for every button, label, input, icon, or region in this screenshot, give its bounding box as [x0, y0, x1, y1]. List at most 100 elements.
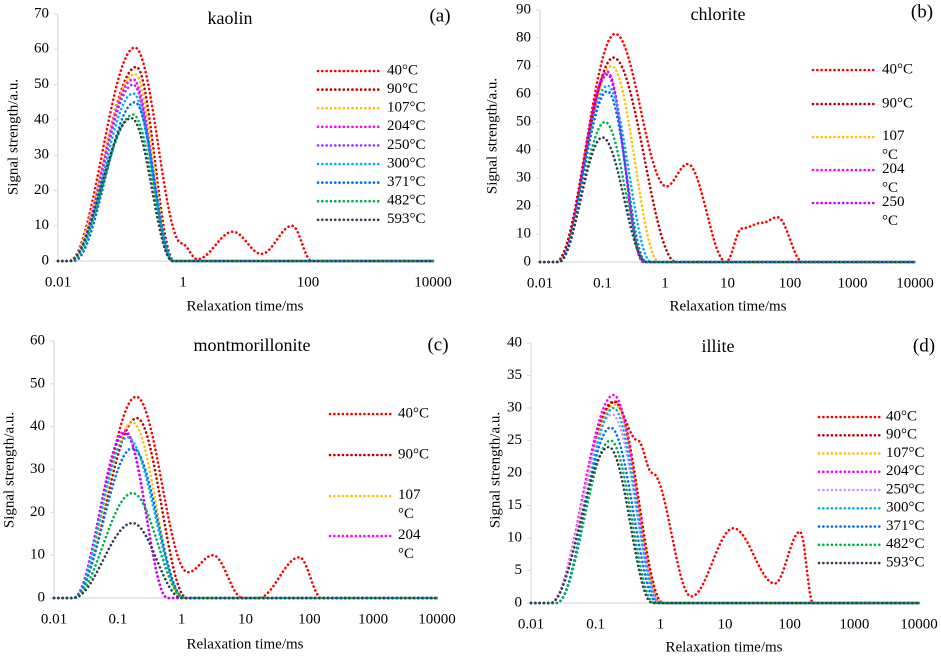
legend-label: 250°C [882, 194, 905, 229]
legend-label: 107°C [886, 445, 925, 461]
legend-label: 300°C [886, 500, 925, 516]
y-axis-title: Signal strength/a.u. [487, 412, 503, 528]
series-line-371c [538, 89, 917, 264]
series-line-204c [56, 77, 435, 263]
y-tick-label: 70 [516, 57, 531, 73]
y-axis-title: Signal strength/a.u. [484, 78, 500, 194]
series-line-371c [56, 100, 435, 263]
x-tick-label: 1000 [358, 611, 388, 627]
legend-label: 204°C [387, 118, 426, 134]
x-tick-label: 100 [298, 611, 321, 627]
x-tick-label: 0.1 [593, 275, 612, 291]
y-axis-title: Signal strength/a.u. [1, 412, 17, 528]
panel-illite: 0 5 10 15 20 25 30 35 40 0.01 0.1 1 10 100 1000 10000 il… [487, 334, 937, 655]
y-tick-label: 80 [516, 29, 531, 45]
y-tick-label: 50 [34, 76, 49, 92]
legend-label: 250°C [387, 137, 426, 153]
y-tick-label: 30 [516, 169, 531, 185]
legend-label: 204°C [882, 161, 905, 196]
y-tick-label: 40 [516, 141, 531, 157]
chart-title: chlorite [691, 4, 746, 24]
series-line-40c [529, 400, 921, 605]
legend-label: 90°C [387, 81, 418, 97]
legend-label: 250°C [886, 481, 925, 497]
y-tick-label: 10 [30, 547, 45, 563]
legend-label: 90°C [398, 446, 429, 462]
panel-label: (c) [427, 334, 448, 355]
legend: 40°C 90°C 107°C 204°C 250°C 300°C 371°C 482°C 59… [817, 408, 925, 570]
series-line-90c [529, 400, 921, 605]
y-tick-label: 40 [30, 418, 45, 434]
panel-label: (d) [913, 335, 935, 356]
y-tick-label: 5 [515, 562, 523, 578]
legend: 40°C 90°C 107 °C 204 °C [328, 405, 429, 562]
y-tick-label: 30 [507, 399, 522, 415]
x-tick-label: 100 [778, 616, 801, 632]
x-tick-label: 10 [718, 616, 733, 632]
y-axis-title: Signal strength/a.u. [5, 79, 21, 195]
series-line-250c [538, 73, 917, 264]
y-tick-label: 90 [516, 1, 531, 17]
legend-label: 107°C [882, 128, 905, 163]
y-tick-label: 35 [507, 367, 522, 383]
legend-label: 204°C [886, 463, 925, 479]
x-tick-label: 1 [657, 616, 665, 632]
y-tick-label: 20 [516, 197, 531, 213]
panel-label: (a) [429, 5, 450, 26]
chart-title: illite [702, 336, 735, 356]
legend-label: 593°C [886, 554, 925, 570]
y-tick-label: 30 [30, 461, 45, 477]
series-line-90c [52, 416, 439, 600]
series-line-250c [529, 413, 921, 605]
series-line-300c [52, 436, 439, 600]
legend-label: 90°C [886, 427, 917, 443]
series-line-40c [56, 46, 435, 263]
legend-label: 482°C [886, 536, 925, 552]
y-tick-label: 70 [34, 5, 49, 21]
legend-label: 107°C [387, 100, 426, 116]
x-tick-label: 0.01 [527, 275, 553, 291]
y-tick-label: 10 [507, 529, 522, 545]
chart-title: kaolin [208, 8, 253, 28]
x-axis-title: Relaxation time/ms [186, 298, 303, 314]
legend-label: 204°C [398, 527, 421, 562]
x-tick-label: 10000 [896, 275, 934, 291]
y-tick-label: 60 [516, 85, 531, 101]
y-tick-label: 20 [30, 504, 45, 520]
y-tick-label: 20 [507, 464, 522, 480]
series-line-593c [56, 116, 435, 263]
y-tick-label: 50 [516, 113, 531, 129]
x-tick-label: 100 [297, 274, 320, 290]
y-tick-label: 0 [38, 589, 46, 605]
legend-label: 300°C [387, 155, 426, 171]
x-axis-title: Relaxation time/ms [186, 636, 303, 652]
y-tick-label: 40 [507, 334, 522, 350]
series-line-40c [538, 32, 917, 264]
legend-label: 40°C [882, 61, 913, 77]
x-axis-title: Relaxation time/ms [669, 298, 786, 314]
x-tick-label: 1 [661, 275, 669, 291]
y-tick-label: 50 [30, 375, 45, 391]
legend-label: 371°C [387, 174, 426, 190]
legend-label: 40°C [886, 408, 917, 424]
panel-kaolin: 0 10 20 30 40 50 60 70 0.01 1 100 10000 kaolin (a) Rel… [5, 5, 451, 314]
series-line-482c [56, 113, 435, 263]
y-tick-label: 60 [30, 332, 45, 348]
x-tick-label: 0.1 [586, 616, 605, 632]
x-tick-label: 0.01 [518, 616, 544, 632]
x-tick-label: 100 [779, 275, 802, 291]
x-tick-label: 10000 [900, 616, 938, 632]
y-tick-label: 15 [507, 497, 522, 513]
series-line-300c [529, 406, 921, 605]
y-tick-label: 60 [34, 41, 49, 57]
legend-label: 371°C [886, 518, 925, 534]
series-line-482c [529, 439, 921, 605]
series-line-107c [52, 421, 439, 600]
x-tick-label: 0.1 [108, 611, 127, 627]
legend-label: 40°C [387, 62, 418, 78]
x-tick-label: 0.01 [45, 274, 71, 290]
y-tick-label: 30 [34, 147, 49, 163]
chart-title: montmorillonite [194, 335, 311, 355]
